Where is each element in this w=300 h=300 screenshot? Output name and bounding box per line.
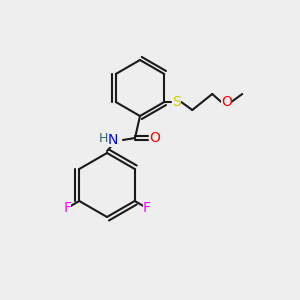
- Text: N: N: [108, 133, 118, 147]
- Text: F: F: [143, 201, 151, 215]
- Text: O: O: [150, 131, 160, 145]
- Text: S: S: [172, 95, 181, 109]
- Text: F: F: [63, 201, 71, 215]
- Text: O: O: [221, 95, 232, 109]
- Text: H: H: [98, 133, 108, 146]
